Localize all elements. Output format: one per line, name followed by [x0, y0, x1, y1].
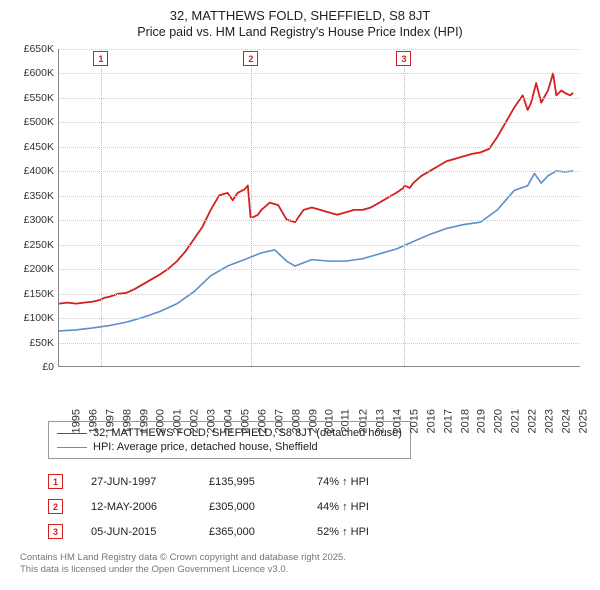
x-tick-label: 2023 [543, 409, 555, 433]
x-tick-label: 2012 [358, 409, 370, 433]
gridline [59, 73, 580, 74]
x-tick-label: 2013 [375, 409, 387, 433]
x-tick-label: 1995 [70, 409, 82, 433]
event-date: 27-JUN-1997 [91, 476, 181, 488]
y-tick-label: £600K [24, 67, 54, 79]
x-tick-label: 2020 [493, 409, 505, 433]
y-tick-label: £0 [42, 361, 54, 373]
x-tick-label: 2007 [273, 409, 285, 433]
event-marker-line [101, 49, 102, 366]
x-tick-label: 2000 [155, 409, 167, 433]
gridline [59, 147, 580, 148]
y-tick-label: £500K [24, 116, 54, 128]
x-tick-label: 2018 [459, 409, 471, 433]
event-price: £135,995 [209, 476, 289, 488]
event-date: 12-MAY-2006 [91, 501, 181, 513]
gridline [59, 318, 580, 319]
y-tick-label: £550K [24, 92, 54, 104]
event-diff: 52% ↑ HPI [317, 526, 369, 538]
gridline [59, 343, 580, 344]
y-tick-label: £250K [24, 239, 54, 251]
gridline [59, 245, 580, 246]
event-marker: 3 [48, 524, 63, 539]
event-row: 2 12-MAY-2006 £305,000 44% ↑ HPI [48, 494, 590, 519]
x-tick-label: 2005 [239, 409, 251, 433]
x-tick-label: 1997 [104, 409, 116, 433]
x-tick-label: 2024 [560, 409, 572, 433]
title-block: 32, MATTHEWS FOLD, SHEFFIELD, S8 8JT Pri… [10, 8, 590, 39]
event-marker-line [251, 49, 252, 366]
title-address: 32, MATTHEWS FOLD, SHEFFIELD, S8 8JT [10, 8, 590, 23]
event-marker: 1 [48, 474, 63, 489]
y-axis: £0£50K£100K£150K£200K£250K£300K£350K£400… [10, 49, 56, 367]
x-tick-label: 2009 [307, 409, 319, 433]
x-tick-label: 2022 [527, 409, 539, 433]
y-tick-label: £200K [24, 263, 54, 275]
x-tick-label: 2010 [324, 409, 336, 433]
legend-label: HPI: Average price, detached house, Shef… [93, 441, 318, 453]
x-tick-label: 2001 [172, 409, 184, 433]
x-tick-label: 2011 [340, 409, 352, 433]
y-tick-label: £650K [24, 43, 54, 55]
y-tick-label: £350K [24, 190, 54, 202]
event-diff: 44% ↑ HPI [317, 501, 369, 513]
event-marker: 2 [48, 499, 63, 514]
footer-attribution: Contains HM Land Registry data © Crown c… [20, 552, 590, 576]
x-tick-label: 2008 [290, 409, 302, 433]
x-tick-label: 1996 [87, 409, 99, 433]
gridline [59, 220, 580, 221]
gridline [59, 49, 580, 50]
gridline [59, 98, 580, 99]
legend-swatch [57, 447, 87, 448]
x-tick-label: 2021 [510, 409, 522, 433]
title-subtitle: Price paid vs. HM Land Registry's House … [10, 25, 590, 39]
event-table: 1 27-JUN-1997 £135,995 74% ↑ HPI 2 12-MAY-200… [48, 469, 590, 544]
x-tick-label: 2014 [391, 409, 403, 433]
x-tick-label: 2017 [442, 409, 454, 433]
gridline [59, 171, 580, 172]
gridline [59, 196, 580, 197]
x-tick-label: 2019 [476, 409, 488, 433]
gridline [59, 294, 580, 295]
y-tick-label: £300K [24, 214, 54, 226]
x-tick-label: 2006 [256, 409, 268, 433]
footer-line2: This data is licensed under the Open Gov… [20, 564, 590, 576]
x-tick-label: 1999 [138, 409, 150, 433]
event-marker-box: 3 [396, 51, 411, 66]
event-row: 1 27-JUN-1997 £135,995 74% ↑ HPI [48, 469, 590, 494]
event-row: 3 05-JUN-2015 £365,000 52% ↑ HPI [48, 519, 590, 544]
chart-area: £0 £50K £100K £150K £200K £250K £300K £350K £400… [10, 45, 590, 415]
x-tick-label: 2002 [189, 409, 201, 433]
x-axis: 1995199619971998199920002001200220032004… [58, 369, 580, 415]
event-date: 05-JUN-2015 [91, 526, 181, 538]
event-price: £365,000 [209, 526, 289, 538]
y-tick-label: £450K [24, 141, 54, 153]
y-tick-label: £50K [29, 337, 54, 349]
gridline [59, 122, 580, 123]
event-marker-line [404, 49, 405, 366]
x-tick-label: 2025 [577, 409, 589, 433]
event-marker-box: 1 [93, 51, 108, 66]
plot-area: 1 2 3 [58, 49, 580, 367]
x-tick-label: 2016 [425, 409, 437, 433]
gridline [59, 269, 580, 270]
x-tick-label: 2003 [206, 409, 218, 433]
y-tick-label: £100K [24, 312, 54, 324]
x-tick-label: 2004 [223, 409, 235, 433]
event-diff: 74% ↑ HPI [317, 476, 369, 488]
footer-line1: Contains HM Land Registry data © Crown c… [20, 552, 590, 564]
y-tick-label: £400K [24, 165, 54, 177]
x-tick-label: 2015 [408, 409, 420, 433]
y-tick-label: £150K [24, 288, 54, 300]
event-price: £305,000 [209, 501, 289, 513]
chart-container: 32, MATTHEWS FOLD, SHEFFIELD, S8 8JT Pri… [0, 0, 600, 590]
event-marker-box: 2 [243, 51, 258, 66]
legend-row: HPI: Average price, detached house, Shef… [57, 440, 402, 454]
x-tick-label: 1998 [121, 409, 133, 433]
